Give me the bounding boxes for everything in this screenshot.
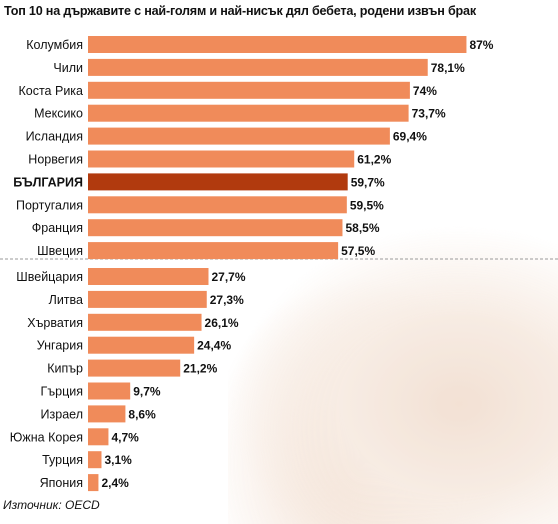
category-label: Израел <box>41 407 83 421</box>
value-label: 78,1% <box>431 61 465 75</box>
bar-2-3 <box>88 313 202 331</box>
value-label: 27,7% <box>211 270 245 284</box>
baby-feet-photo <box>228 224 558 524</box>
category-label: Гърция <box>41 385 83 399</box>
category-label: Мексико <box>34 107 83 121</box>
bar-2-2 <box>88 290 207 308</box>
bar-1-2 <box>88 58 428 76</box>
category-label: Исландия <box>26 130 83 144</box>
value-label: 58,5% <box>345 221 379 235</box>
bar-1-10 <box>88 242 339 260</box>
value-label: 59,7% <box>351 175 385 189</box>
category-label: Япония <box>40 476 83 490</box>
value-label: 87% <box>469 38 493 52</box>
value-label: 61,2% <box>357 153 391 167</box>
value-label: 8,6% <box>128 407 156 421</box>
bar-1-5 <box>88 127 390 145</box>
value-label: 9,7% <box>133 385 161 399</box>
bar-2-1 <box>88 268 209 285</box>
bar-2-4 <box>88 336 195 354</box>
bar-2-10 <box>88 474 99 492</box>
category-label: Франция <box>32 221 83 235</box>
category-label: Колумбия <box>26 38 83 52</box>
bar-1-9 <box>88 219 343 237</box>
bar-2-5 <box>88 359 181 377</box>
value-label: 74% <box>413 84 437 98</box>
category-label: Южна Корея <box>10 430 83 444</box>
bar-2-8 <box>88 428 109 446</box>
bar-2-7 <box>88 405 126 423</box>
category-label: Швеция <box>37 244 83 258</box>
bar-2-9 <box>88 451 102 469</box>
category-label: Унгария <box>37 339 83 353</box>
value-label: 69,4% <box>393 130 427 144</box>
value-label: 27,3% <box>210 293 244 307</box>
value-label: 26,1% <box>205 316 239 330</box>
bar-2-6 <box>88 382 131 400</box>
value-label: 21,2% <box>183 362 217 376</box>
value-label: 4,7% <box>111 430 139 444</box>
value-label: 24,4% <box>197 339 231 353</box>
category-label: Кипър <box>47 362 83 376</box>
bar-1-8 <box>88 196 347 214</box>
bar-1-6 <box>88 150 355 168</box>
category-label: Португалия <box>16 198 83 212</box>
category-label: БЪЛГАРИЯ <box>13 175 83 189</box>
category-label: Норвегия <box>28 153 83 167</box>
value-label: 57,5% <box>341 244 375 258</box>
category-label: Литва <box>49 293 83 307</box>
category-label: Хърватия <box>27 316 83 330</box>
bar-1-7 <box>88 173 348 191</box>
value-label: 59,5% <box>350 198 384 212</box>
category-label: Коста Рика <box>18 84 83 98</box>
value-label: 73,7% <box>412 107 446 121</box>
bar-1-3 <box>88 81 410 99</box>
category-label: Швейцария <box>16 270 83 284</box>
value-label: 2,4% <box>101 476 129 490</box>
category-label: Турция <box>42 453 83 467</box>
chart-title: Топ 10 на държавите с най-голям и най-ни… <box>4 4 476 18</box>
source-note: Източник: OECD <box>3 498 100 512</box>
category-label: Чили <box>53 61 83 75</box>
bar-1-1 <box>88 36 467 53</box>
value-label: 3,1% <box>104 453 132 467</box>
bar-1-4 <box>88 104 409 122</box>
